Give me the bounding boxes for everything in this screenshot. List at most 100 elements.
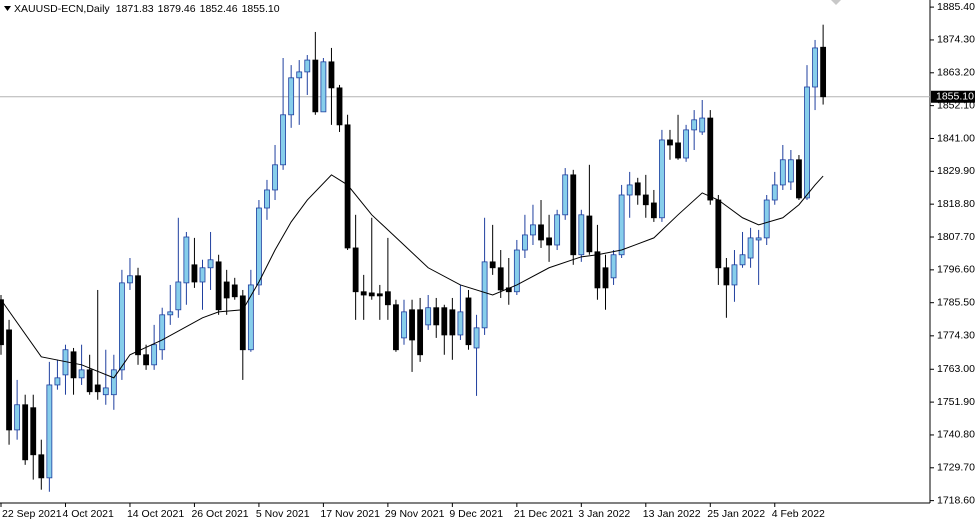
candle-body: [247, 284, 254, 351]
candle-body: [272, 164, 278, 191]
candle-body: [586, 215, 593, 253]
candle-body: [667, 139, 673, 146]
y-tick-label: 1874.30: [937, 34, 975, 46]
header-value: 1855.10: [242, 3, 280, 15]
y-tick-label: 1774.30: [937, 330, 975, 342]
candle-body: [699, 117, 706, 133]
candle-body: [30, 407, 37, 456]
candle-body: [796, 159, 802, 199]
x-tick-label: 21 Dec 2021: [514, 508, 574, 520]
y-tick-label: 1763.00: [937, 363, 975, 375]
candle-body: [199, 267, 206, 283]
header-value: 1879.46: [158, 3, 196, 15]
candle-body: [393, 304, 399, 351]
candle-body: [465, 297, 472, 346]
candle-body: [707, 117, 714, 201]
shift-marker: [831, 0, 841, 5]
candle-body: [473, 327, 480, 349]
candle-body: [779, 159, 786, 186]
candle-body: [771, 184, 778, 201]
candle-body: [409, 309, 415, 341]
current-price-label: 1855.10: [936, 91, 974, 103]
x-tick-label: 22 Sep 2021: [2, 508, 62, 520]
candle-body: [626, 184, 633, 196]
candle-body: [223, 281, 230, 299]
candle-body: [538, 224, 544, 241]
candle-body: [634, 182, 641, 196]
candle-body: [159, 314, 166, 351]
candle-body: [54, 377, 61, 386]
candle-body: [401, 311, 407, 339]
candle-body: [763, 199, 770, 239]
candle-body: [449, 309, 456, 336]
x-tick-label: 26 Oct 2021: [191, 508, 248, 520]
candles: [0, 24, 827, 492]
candle-body: [530, 224, 536, 236]
candle-body: [433, 307, 440, 326]
candle-body: [320, 61, 327, 113]
candle-body: [207, 259, 214, 269]
candle-body: [513, 249, 520, 293]
candle-body: [22, 404, 29, 461]
chart-title: XAUUSD-ECN,Daily: [14, 3, 110, 15]
x-tick-label: 5 Nov 2021: [256, 508, 310, 520]
x-tick-label: 9 Dec 2021: [449, 508, 503, 520]
y-tick-label: 1718.60: [937, 494, 975, 506]
header-value: 1871.83: [116, 3, 154, 15]
candle-body: [183, 236, 190, 284]
candle-body: [70, 351, 77, 379]
candle-body: [497, 267, 504, 291]
y-tick-label: 1751.90: [937, 396, 975, 408]
candle-body: [256, 207, 262, 286]
candle-body: [610, 254, 617, 279]
candle-body: [747, 237, 754, 259]
y-tick-label: 1807.70: [937, 231, 975, 243]
candle-body: [804, 86, 810, 199]
candle-body: [110, 369, 117, 396]
candle-body: [336, 87, 343, 126]
candle-body: [384, 291, 391, 306]
candle-body: [94, 384, 101, 393]
candle-body: [522, 234, 528, 251]
y-tick-label: 1885.40: [937, 1, 975, 13]
candle-body: [288, 77, 295, 116]
candle-body: [820, 46, 827, 98]
x-tick-label: 4 Feb 2022: [772, 508, 825, 520]
candle-body: [151, 344, 158, 366]
x-tick-label: 14 Oct 2021: [127, 508, 184, 520]
y-tick-label: 1829.90: [937, 165, 975, 177]
candle-body: [296, 71, 303, 79]
candle-body: [618, 194, 625, 256]
candle-body: [425, 307, 432, 326]
candle-body: [755, 237, 762, 241]
candle-body: [143, 354, 149, 366]
moving-average: [0, 174, 824, 379]
candle-body: [715, 199, 722, 269]
candle-body: [344, 124, 351, 249]
candle-body: [683, 129, 689, 159]
y-tick-label: 1796.60: [937, 264, 975, 276]
candle-body: [457, 311, 464, 336]
candle-body: [675, 142, 681, 159]
x-tick-label: 4 Oct 2021: [62, 508, 114, 520]
candle-body: [417, 309, 424, 356]
candle-body: [812, 47, 818, 88]
candle-body: [481, 261, 488, 329]
candle-body: [127, 275, 133, 284]
candle-body: [102, 387, 109, 396]
candle-body: [570, 174, 577, 256]
x-tick-label: 17 Nov 2021: [320, 508, 380, 520]
candle-body: [562, 174, 569, 216]
candle-body: [46, 384, 53, 479]
candle-body: [6, 329, 12, 431]
candle-body: [594, 251, 601, 289]
candle-body: [304, 59, 311, 73]
candle-body: [659, 139, 665, 219]
candle-body: [312, 59, 319, 113]
x-tick-label: 3 Jan 2022: [578, 508, 630, 520]
x-tick-label: 13 Jan 2022: [643, 508, 701, 520]
candle-body: [376, 293, 383, 297]
